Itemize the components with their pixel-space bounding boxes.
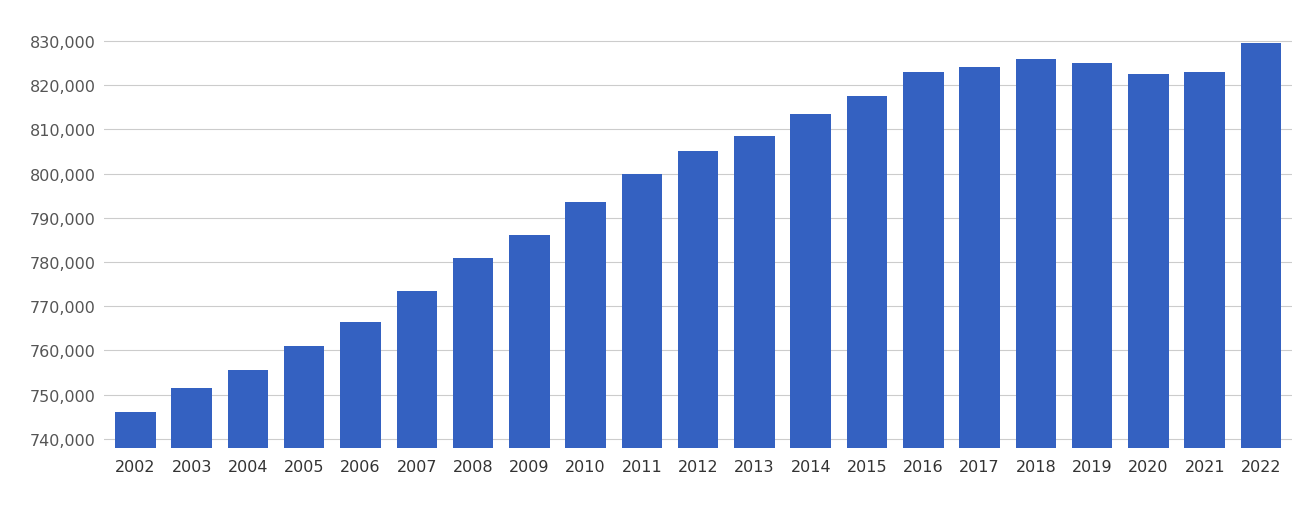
Bar: [284, 347, 325, 509]
Bar: [453, 258, 493, 509]
Bar: [565, 203, 606, 509]
Bar: [509, 236, 549, 509]
Bar: [903, 73, 944, 509]
Bar: [735, 137, 775, 509]
Bar: [1015, 60, 1056, 509]
Bar: [1185, 73, 1225, 509]
Bar: [341, 322, 381, 509]
Bar: [621, 174, 662, 509]
Bar: [227, 371, 269, 509]
Bar: [1128, 75, 1169, 509]
Bar: [791, 115, 831, 509]
Bar: [677, 152, 719, 509]
Bar: [847, 97, 887, 509]
Bar: [1241, 44, 1282, 509]
Bar: [171, 388, 211, 509]
Bar: [959, 68, 1000, 509]
Bar: [115, 413, 155, 509]
Bar: [397, 291, 437, 509]
Bar: [1071, 64, 1112, 509]
